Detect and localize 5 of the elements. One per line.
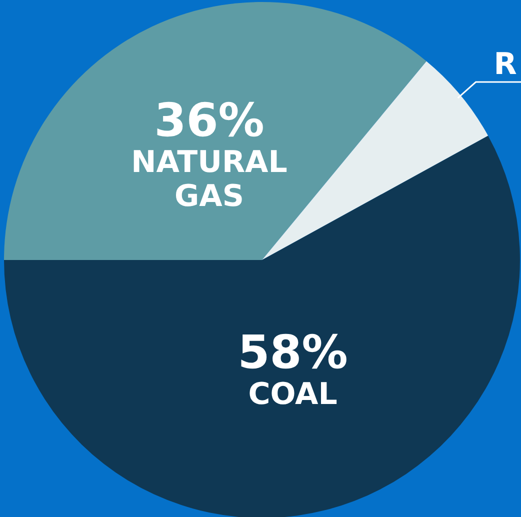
slice-label: NATURAL GAS (131, 144, 288, 214)
slice-label: R (494, 47, 517, 82)
slice-label: COAL (248, 376, 338, 412)
data-label: 58% (238, 324, 348, 379)
data-label: 36% (154, 92, 264, 147)
